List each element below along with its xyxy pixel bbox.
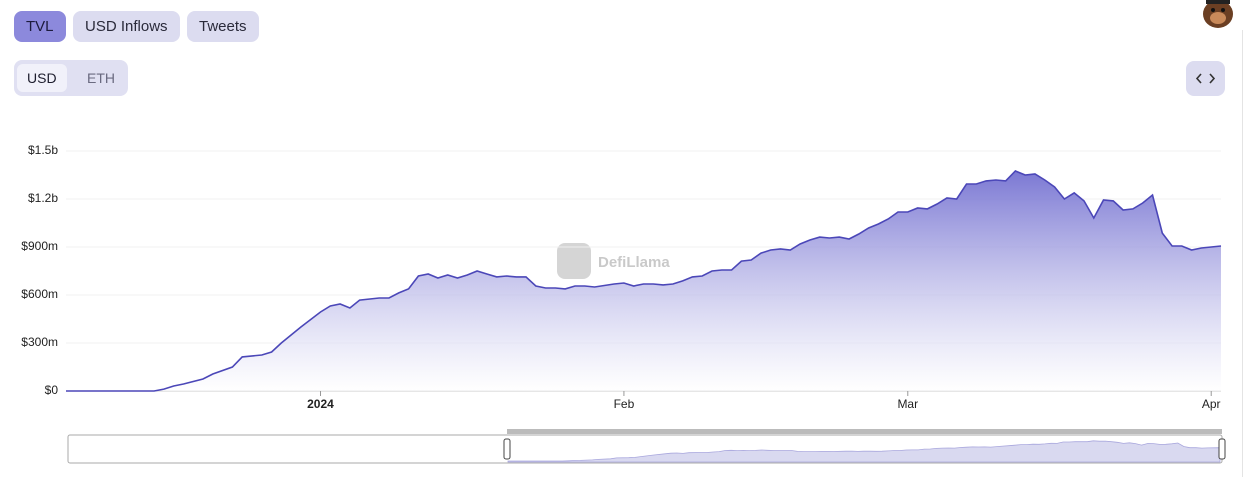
divider	[1242, 30, 1243, 477]
y-tick-label: $300m	[21, 335, 58, 349]
brush-handle-bar[interactable]	[507, 429, 1222, 434]
tab[interactable]: TVL	[14, 11, 66, 42]
avatar[interactable]	[1200, 0, 1237, 30]
tab[interactable]: Tweets	[187, 11, 259, 42]
y-tick-label: $600m	[21, 287, 58, 301]
denomination-toggle: USD ETH	[14, 60, 128, 96]
y-tick-label: $1.2b	[28, 191, 58, 205]
watermark-text: DefiLlama	[598, 254, 670, 271]
x-tick-label: Mar	[897, 397, 918, 411]
y-tick-label: $900m	[21, 239, 58, 253]
brush-handle[interactable]	[1218, 438, 1226, 460]
denomination-option[interactable]: USD	[17, 64, 67, 92]
brush-handle[interactable]	[503, 438, 511, 460]
embed-button[interactable]	[1186, 61, 1225, 96]
embed-icon	[1195, 73, 1216, 84]
line	[66, 170, 1222, 392]
tab[interactable]: USD Inflows	[73, 11, 180, 42]
denomination-option[interactable]: ETH	[87, 70, 115, 86]
y-tick-label: $1.5b	[28, 143, 58, 157]
area	[66, 171, 1221, 391]
y-tick-label: $0	[45, 383, 59, 397]
x-tick-label: Apr	[1202, 397, 1221, 411]
watermark: DefiLlama	[557, 243, 670, 279]
x-tick-label: Feb	[614, 397, 635, 411]
brush-area	[507, 440, 1221, 463]
x-tick-label: 2024	[307, 397, 334, 411]
chart: DefiLlama $0 $300m $600m $900m $1.2b $1.5b 202…	[21, 143, 1226, 464]
